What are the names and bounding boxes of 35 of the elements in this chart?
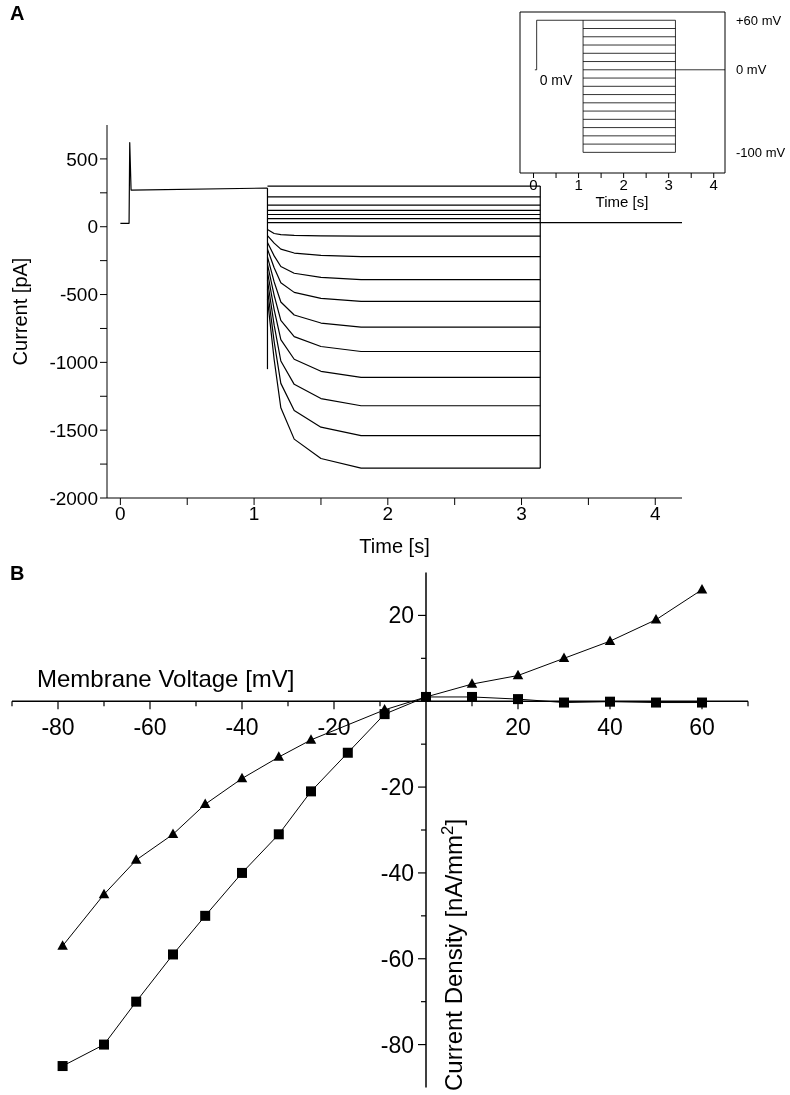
x-tick-label: -40 [225,714,259,741]
x-tick-label: 2 [382,503,394,525]
x-tick-label: 4 [709,175,718,193]
chart-title: B [10,562,25,585]
x-tick-label: 1 [574,175,583,193]
x-tick-label: 40 [597,714,623,741]
x-tick-label: 0 [115,503,126,525]
y-tick-label: 0 [87,216,98,238]
x-tick-label: 3 [516,503,527,525]
x-tick-label: 1 [248,503,260,525]
x-tick-label: 60 [689,714,715,741]
y-tick-label: -20 [380,774,414,801]
y-tick-label: +60 mV [736,12,782,28]
x-tick-label: 4 [649,503,661,525]
y-tick-label: -60 [380,945,414,972]
y-tick-label: 500 [66,148,98,170]
y-tick-label: -2000 [49,487,98,509]
y-tick-label: -1500 [49,419,98,441]
annotation: 0 mV [539,71,574,88]
x-axis-title: Time [s] [594,193,650,210]
chart-title: A [10,2,25,25]
x-tick-label: 2 [619,175,628,193]
x-tick-label: -60 [133,714,167,741]
y-tick-label: 20 [388,602,414,629]
y-tick-label: -80 [380,1031,414,1058]
y-tick-label: -1000 [49,352,98,374]
y-tick-label: 0 mV [736,62,767,78]
x-tick-label: 3 [664,175,673,193]
x-axis-title: Membrane Voltage [mV] [37,665,295,693]
x-axis-title: Time [s] [359,535,430,557]
y-tick-label: -40 [380,859,414,886]
x-tick-label: 20 [505,714,531,741]
y-tick-label: -500 [59,284,98,306]
y-tick-label: -100 mV [736,144,786,160]
y-axis-title: Current [pA] [9,257,31,366]
